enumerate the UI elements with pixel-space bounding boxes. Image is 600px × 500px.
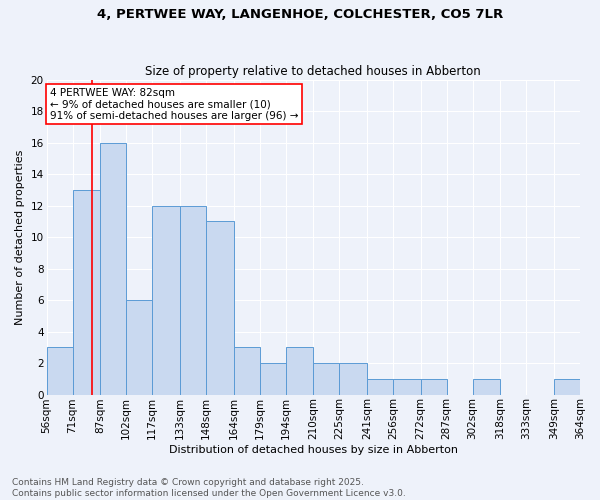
Bar bbox=[180, 206, 206, 394]
Bar bbox=[421, 379, 446, 394]
Text: Contains HM Land Registry data © Crown copyright and database right 2025.
Contai: Contains HM Land Registry data © Crown c… bbox=[12, 478, 406, 498]
Bar bbox=[339, 363, 367, 394]
Bar bbox=[286, 348, 313, 395]
Bar bbox=[233, 348, 260, 395]
Bar bbox=[313, 363, 339, 394]
Bar bbox=[554, 379, 580, 394]
Text: 4 PERTWEE WAY: 82sqm
← 9% of detached houses are smaller (10)
91% of semi-detach: 4 PERTWEE WAY: 82sqm ← 9% of detached ho… bbox=[50, 88, 299, 120]
Text: 4, PERTWEE WAY, LANGENHOE, COLCHESTER, CO5 7LR: 4, PERTWEE WAY, LANGENHOE, COLCHESTER, C… bbox=[97, 8, 503, 20]
Y-axis label: Number of detached properties: Number of detached properties bbox=[15, 150, 25, 325]
Bar bbox=[260, 363, 286, 394]
X-axis label: Distribution of detached houses by size in Abberton: Distribution of detached houses by size … bbox=[169, 445, 458, 455]
Bar bbox=[152, 206, 180, 394]
Bar bbox=[206, 222, 233, 394]
Bar bbox=[126, 300, 152, 394]
Bar bbox=[47, 348, 73, 395]
Bar bbox=[73, 190, 100, 394]
Bar bbox=[393, 379, 421, 394]
Bar bbox=[100, 142, 126, 394]
Bar bbox=[367, 379, 393, 394]
Bar bbox=[473, 379, 500, 394]
Title: Size of property relative to detached houses in Abberton: Size of property relative to detached ho… bbox=[145, 66, 481, 78]
